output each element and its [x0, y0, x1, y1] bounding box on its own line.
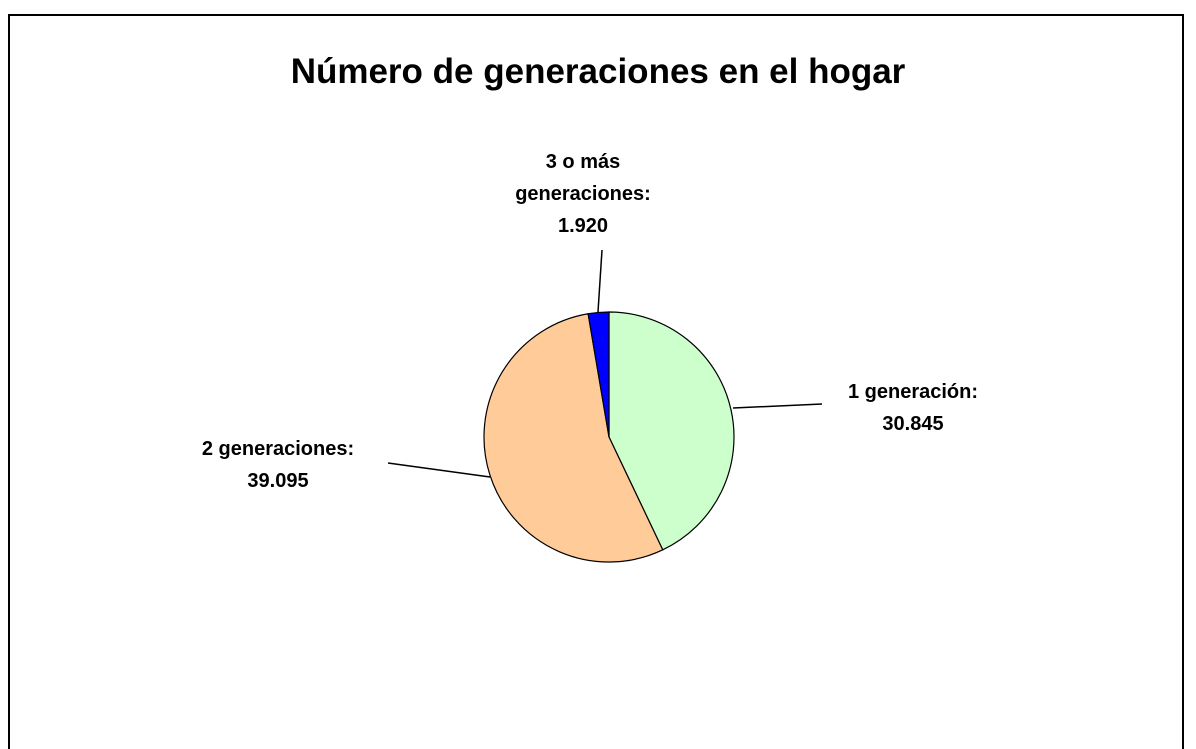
pie-slice: [608, 311, 735, 551]
slice-label: 2 generaciones:: [201, 438, 355, 460]
value-label: 30.845: [882, 413, 944, 435]
value-label: 39.095: [247, 470, 309, 492]
value-label: 1.920: [557, 215, 609, 237]
slice-label: 1 generación:: [847, 381, 979, 403]
chart-frame: [8, 14, 1184, 749]
pie-slice: [483, 313, 664, 563]
leader-line: [387, 462, 491, 478]
slice-label: 3 o más generaciones:: [515, 151, 651, 205]
leader-line: [732, 403, 823, 409]
leader-line: [597, 249, 603, 313]
pie-slice: [587, 311, 610, 438]
chart-title: Número de generaciones en el hogar: [290, 52, 906, 91]
